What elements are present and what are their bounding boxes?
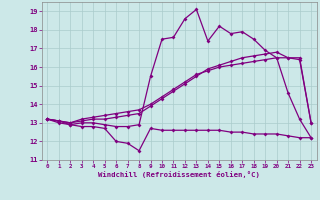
X-axis label: Windchill (Refroidissement éolien,°C): Windchill (Refroidissement éolien,°C) xyxy=(98,171,260,178)
